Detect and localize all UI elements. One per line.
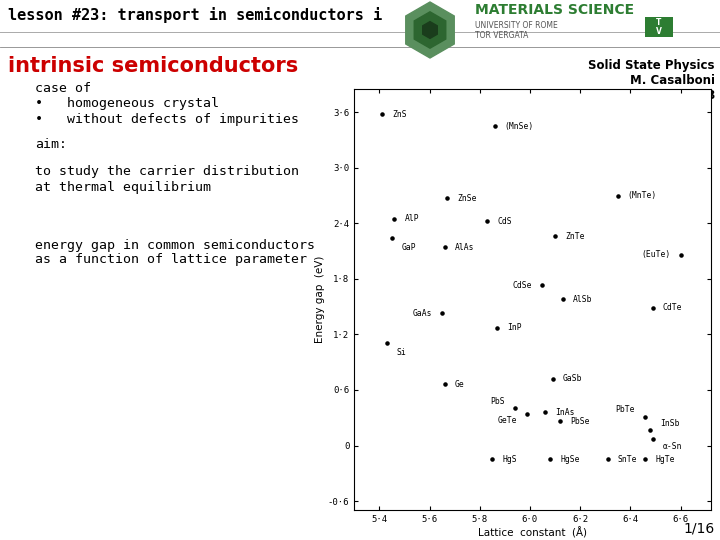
Text: at thermal equilibrium: at thermal equilibrium [35, 180, 211, 193]
Y-axis label: Energy gap  (eV): Energy gap (eV) [315, 256, 325, 343]
Text: Solid State Physics: Solid State Physics [588, 58, 715, 71]
Text: to study the carrier distribution: to study the carrier distribution [35, 165, 299, 179]
X-axis label: Lattice  constant  (Å): Lattice constant (Å) [478, 527, 587, 538]
Text: 1/16: 1/16 [684, 521, 715, 535]
Text: AlAs: AlAs [454, 243, 474, 252]
Text: 2017/¹18: 2017/¹18 [657, 89, 715, 102]
FancyBboxPatch shape [645, 17, 673, 37]
Text: AlP: AlP [405, 214, 419, 223]
Text: ZnS: ZnS [392, 110, 407, 119]
Text: InSb: InSb [660, 419, 680, 428]
Text: (MnTe): (MnTe) [628, 191, 657, 200]
Text: SnTe: SnTe [618, 455, 637, 464]
Text: aim:: aim: [35, 138, 67, 152]
Polygon shape [414, 12, 446, 48]
Text: •   homogeneous crystal: • homogeneous crystal [35, 98, 219, 111]
Text: GaSb: GaSb [562, 374, 582, 383]
Text: α-Sn: α-Sn [663, 442, 683, 451]
Text: InP: InP [508, 323, 522, 333]
Text: PbSe: PbSe [570, 417, 590, 426]
Text: energy gap in common semiconductors: energy gap in common semiconductors [35, 239, 315, 252]
Text: AlSb: AlSb [572, 295, 592, 303]
Polygon shape [406, 2, 454, 58]
Text: •   without defects of impurities: • without defects of impurities [35, 113, 299, 126]
Text: Si: Si [397, 348, 407, 356]
Text: as a function of lattice parameter: as a function of lattice parameter [35, 253, 307, 267]
Text: T
V: T V [656, 18, 662, 36]
Text: (MnSe): (MnSe) [505, 122, 534, 131]
Text: HgS: HgS [503, 455, 517, 464]
Text: GaP: GaP [402, 243, 417, 252]
Text: MATERIALS SCIENCE: MATERIALS SCIENCE [475, 3, 634, 17]
Text: GaAs: GaAs [413, 309, 432, 318]
Text: intrinsic semiconductors: intrinsic semiconductors [8, 56, 298, 76]
Text: InAs: InAs [555, 408, 575, 417]
Text: PbTe: PbTe [616, 405, 635, 414]
Text: ZnSe: ZnSe [457, 194, 477, 203]
Text: Ge: Ge [454, 380, 464, 389]
Text: case of: case of [35, 82, 91, 94]
Text: TOR VERGATA: TOR VERGATA [475, 30, 528, 39]
Text: PbS: PbS [490, 396, 505, 406]
Text: (EuTe): (EuTe) [642, 251, 670, 259]
Text: ZnTe: ZnTe [565, 232, 585, 241]
Text: CdSe: CdSe [513, 281, 533, 290]
Text: UNIVERSITY OF ROME: UNIVERSITY OF ROME [475, 21, 558, 30]
Text: CdS: CdS [498, 217, 512, 226]
Text: HgTe: HgTe [655, 455, 675, 464]
Text: CdTe: CdTe [663, 303, 683, 312]
Text: HgSe: HgSe [560, 455, 580, 464]
Text: M. Casalboni: M. Casalboni [630, 73, 715, 86]
Text: GeTe: GeTe [498, 416, 518, 425]
Text: lesson #23: transport in semiconductors i: lesson #23: transport in semiconductors … [8, 7, 382, 23]
Polygon shape [423, 22, 437, 38]
